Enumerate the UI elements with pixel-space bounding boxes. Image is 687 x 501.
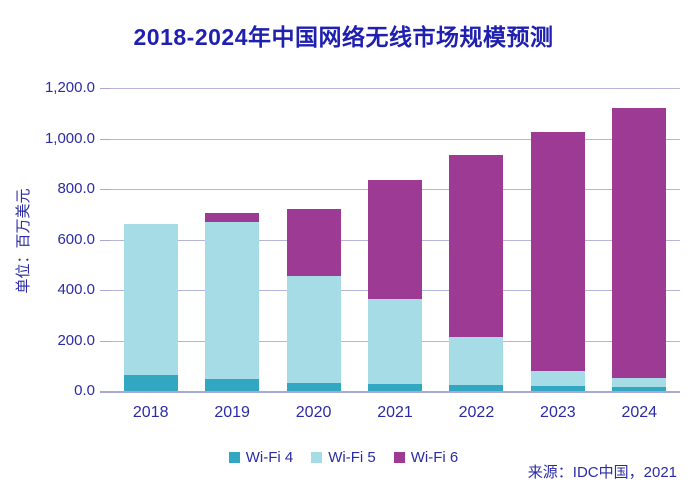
y-tick-label: 600.0 bbox=[57, 230, 95, 248]
y-tick-mark bbox=[100, 290, 110, 291]
bar-segment-wifi4-2022 bbox=[449, 384, 504, 391]
bar-segment-wifi5-2021 bbox=[368, 298, 422, 384]
bar-segment-wifi5-2019 bbox=[205, 221, 260, 379]
legend-label: Wi-Fi 4 bbox=[245, 449, 294, 466]
bar-segment-wifi4-2023 bbox=[530, 386, 585, 391]
legend-label: Wi-Fi 6 bbox=[410, 449, 459, 466]
y-tick-mark bbox=[100, 88, 110, 89]
bar-segment-wifi6-2020 bbox=[286, 209, 341, 277]
y-tick-label: 1,000.0 bbox=[44, 129, 95, 147]
stacked-bar-2020 bbox=[286, 209, 341, 391]
source-note: 来源：IDC中国，2021 bbox=[527, 464, 677, 481]
gridline bbox=[110, 88, 680, 89]
y-tick-mark bbox=[100, 239, 110, 241]
stacked-bar-2019 bbox=[205, 213, 260, 391]
y-tick-label: 200.0 bbox=[57, 331, 95, 349]
bar-segment-wifi4-2021 bbox=[368, 383, 422, 391]
bar-segment-wifi6-2022 bbox=[449, 154, 504, 337]
bar-segment-wifi6-2021 bbox=[368, 179, 422, 299]
legend-label: Wi-Fi 5 bbox=[328, 449, 376, 466]
y-tick-label: 800.0 bbox=[57, 180, 95, 197]
plot-area bbox=[110, 88, 680, 391]
x-tick-label-2021: 2021 bbox=[377, 404, 413, 421]
bar-segment-wifi5-2024 bbox=[612, 378, 667, 388]
y-tick-mark bbox=[100, 189, 110, 190]
y-tick-mark bbox=[100, 138, 110, 140]
chart-title: 2018-2024年中国网络无线市场规模预测 bbox=[133, 24, 554, 50]
legend-swatch-icon bbox=[311, 452, 323, 463]
stacked-bar-2022 bbox=[449, 154, 504, 391]
x-tick-label-2020: 2020 bbox=[295, 404, 332, 421]
stacked-bar-2024 bbox=[612, 108, 667, 391]
y-tick-mark bbox=[100, 340, 110, 342]
bar-segment-wifi5-2020 bbox=[286, 276, 341, 384]
gridline bbox=[110, 138, 680, 140]
stacked-bar-2021 bbox=[368, 179, 422, 391]
legend-item-wifi5: Wi-Fi 5 bbox=[311, 449, 376, 466]
y-tick-label: 1,200.0 bbox=[44, 79, 95, 96]
y-tick-label: 400.0 bbox=[57, 281, 95, 298]
x-tick-label-2022: 2022 bbox=[458, 404, 495, 421]
x-axis-line bbox=[100, 391, 680, 393]
bar-segment-wifi5-2022 bbox=[449, 336, 504, 385]
x-tick-label-2024: 2024 bbox=[621, 404, 658, 421]
bar-segment-wifi4-2019 bbox=[205, 378, 260, 391]
x-tick-label-2023: 2023 bbox=[540, 404, 576, 421]
bar-segment-wifi5-2023 bbox=[530, 370, 585, 386]
legend-item-wifi4: Wi-Fi 4 bbox=[228, 449, 294, 466]
y-tick-label: 0.0 bbox=[74, 382, 95, 399]
x-tick-label-2018: 2018 bbox=[132, 404, 169, 421]
stacked-bar-2018 bbox=[123, 224, 178, 391]
legend: Wi-Fi 4 Wi-Fi 5 Wi-Fi 6 bbox=[0, 449, 687, 466]
legend-swatch-icon bbox=[393, 452, 405, 463]
bar-segment-wifi4-2024 bbox=[612, 387, 667, 391]
bar-segment-wifi5-2018 bbox=[123, 224, 178, 375]
bar-segment-wifi6-2024 bbox=[612, 108, 667, 379]
legend-item-wifi6: Wi-Fi 6 bbox=[393, 449, 459, 466]
x-tick-label-2019: 2019 bbox=[214, 404, 250, 421]
stacked-bar-2023 bbox=[530, 132, 585, 391]
bar-segment-wifi6-2019 bbox=[205, 213, 260, 222]
legend-swatch-icon bbox=[228, 452, 240, 463]
bar-segment-wifi4-2018 bbox=[123, 374, 178, 391]
bar-segment-wifi6-2023 bbox=[530, 132, 585, 371]
bar-segment-wifi4-2020 bbox=[286, 383, 341, 391]
